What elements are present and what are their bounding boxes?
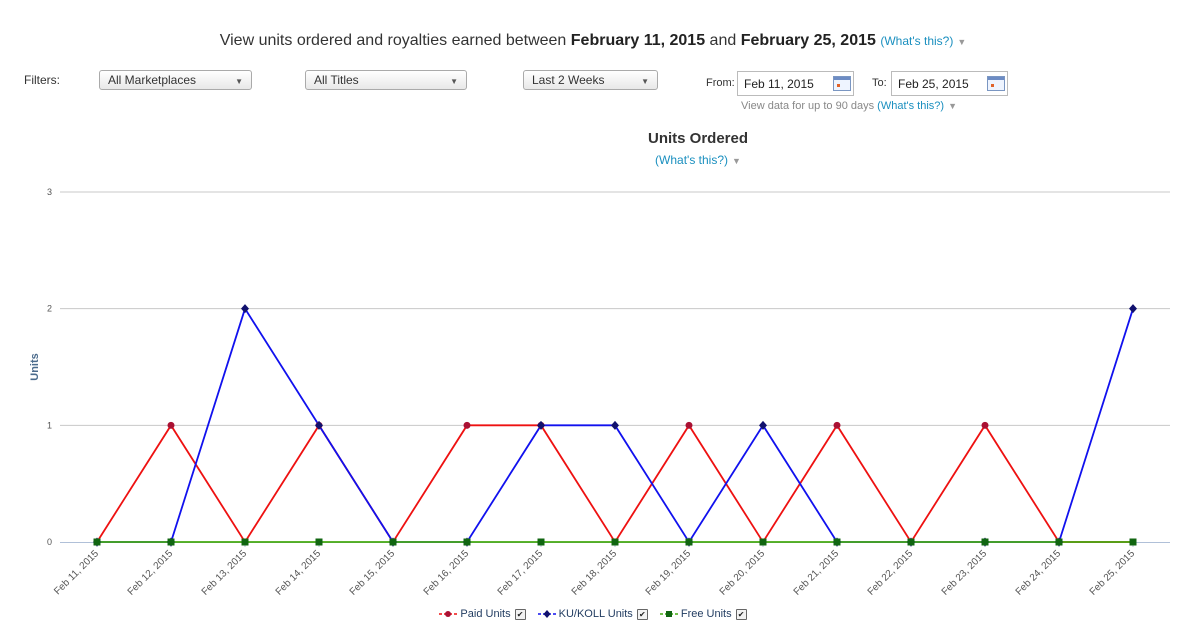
data-point	[833, 538, 841, 546]
data-point	[167, 538, 175, 546]
data-point	[981, 421, 989, 429]
x-tick-label: Feb 15, 2015	[348, 548, 398, 598]
data-point	[93, 538, 101, 546]
series-line-paid-units	[96, 423, 1133, 544]
data-point	[611, 538, 619, 546]
x-tick-label: Feb 14, 2015	[274, 548, 324, 598]
data-point	[537, 420, 545, 430]
to-label: To:	[872, 77, 887, 89]
dropdown-arrow-icon: ▼	[450, 77, 458, 86]
data-point	[1055, 538, 1063, 546]
legend-checkbox[interactable]: ✔	[735, 608, 747, 620]
x-tick-label: Feb 23, 2015	[940, 548, 990, 598]
headline-connector: and	[709, 32, 737, 49]
legend-swatch	[537, 610, 556, 619]
legend-swatch	[439, 611, 458, 618]
chevron-down-icon[interactable]: ▼	[957, 37, 967, 47]
x-tick-label: Feb 16, 2015	[422, 548, 472, 598]
legend-checkbox[interactable]: ✔	[636, 608, 648, 620]
data-point	[389, 538, 397, 546]
legend-checkbox[interactable]: ✔	[514, 608, 526, 620]
x-tick-label: Feb 18, 2015	[570, 548, 620, 598]
legend-item[interactable]: Paid Units ✔	[439, 608, 526, 620]
to-date-field[interactable]: Feb 25, 2015	[891, 71, 1008, 96]
chart-whats-this-link[interactable]: (What's this?)	[655, 153, 729, 167]
marketplace-select[interactable]: All Marketplaces ▼	[99, 70, 252, 90]
x-tick-label: Feb 20, 2015	[718, 548, 768, 598]
data-point	[1129, 538, 1137, 546]
x-tick-label: Feb 22, 2015	[866, 548, 916, 598]
calendar-icon[interactable]	[987, 76, 1005, 91]
data-point	[759, 538, 767, 546]
period-select-value: Last 2 Weeks	[532, 73, 605, 87]
to-date-value: Feb 25, 2015	[898, 77, 969, 91]
data-point	[1129, 304, 1137, 314]
from-date-value: Feb 11, 2015	[744, 77, 814, 91]
legend-item[interactable]: Free Units ✔	[659, 608, 747, 620]
data-point	[981, 538, 989, 546]
titles-select[interactable]: All Titles ▼	[305, 70, 467, 90]
period-select[interactable]: Last 2 Weeks ▼	[523, 70, 658, 90]
x-tick-label: Feb 12, 2015	[126, 548, 176, 598]
chevron-down-icon[interactable]: ▼	[732, 156, 741, 166]
legend-swatch	[659, 611, 678, 618]
data-point	[463, 421, 471, 429]
legend-item[interactable]: KU/KOLL Units ✔	[537, 608, 648, 620]
legend-label: KU/KOLL Units	[555, 608, 633, 620]
chart-legend: Paid Units ✔ KU/KOLL Units ✔ Free Units ✔	[0, 608, 1186, 620]
y-tick-label: 0	[47, 537, 52, 547]
marketplace-select-value: All Marketplaces	[108, 73, 197, 87]
headline-end-date: February 25, 2015	[740, 32, 876, 49]
y-axis-label: Units	[29, 353, 41, 381]
data-point	[611, 420, 619, 430]
data-point	[685, 421, 693, 429]
chart-subtitle: (What's this?) ▼	[598, 151, 798, 169]
calendar-icon[interactable]	[833, 76, 851, 91]
data-point	[685, 538, 693, 546]
from-label: From:	[706, 77, 735, 89]
x-tick-label: Feb 21, 2015	[792, 548, 842, 598]
y-tick-label: 1	[47, 420, 52, 430]
headline-prefix: View units ordered and royalties earned …	[219, 32, 567, 49]
x-tick-label: Feb 19, 2015	[644, 548, 694, 598]
data-point	[537, 538, 545, 546]
data-point	[315, 538, 323, 546]
range-note-text: View data for up to 90 days	[741, 100, 875, 112]
range-note: View data for up to 90 days (What's this…	[741, 100, 957, 112]
data-point	[907, 538, 915, 546]
filters-label: Filters:	[24, 73, 60, 87]
x-tick-label: Feb 11, 2015	[52, 548, 101, 597]
chevron-down-icon[interactable]: ▼	[948, 101, 957, 111]
headline-start-date: February 11, 2015	[570, 32, 706, 49]
headline-whats-this-link[interactable]: (What's this?)	[880, 34, 954, 48]
x-tick-label: Feb 17, 2015	[496, 548, 546, 598]
titles-select-value: All Titles	[314, 73, 359, 87]
data-point	[167, 421, 175, 429]
data-point	[315, 420, 323, 430]
range-whats-this-link[interactable]: (What's this?)	[877, 100, 945, 112]
chart-title: Units Ordered	[647, 130, 749, 147]
dropdown-arrow-icon: ▼	[235, 77, 243, 86]
data-point	[833, 421, 841, 429]
y-tick-label: 2	[47, 304, 52, 314]
data-point	[759, 420, 767, 430]
x-tick-label: Feb 24, 2015	[1014, 548, 1064, 598]
dropdown-arrow-icon: ▼	[641, 77, 649, 86]
data-point	[241, 304, 249, 314]
page-headline: View units ordered and royalties earned …	[0, 32, 1186, 50]
data-point	[241, 538, 249, 546]
y-tick-label: 3	[47, 187, 52, 197]
legend-label: Paid Units	[457, 608, 511, 620]
x-tick-label: Feb 13, 2015	[200, 548, 250, 598]
data-point	[463, 538, 471, 546]
legend-label: Free Units	[677, 608, 732, 620]
from-date-field[interactable]: Feb 11, 2015	[737, 71, 854, 96]
x-tick-label: Feb 25, 2015	[1088, 548, 1138, 598]
